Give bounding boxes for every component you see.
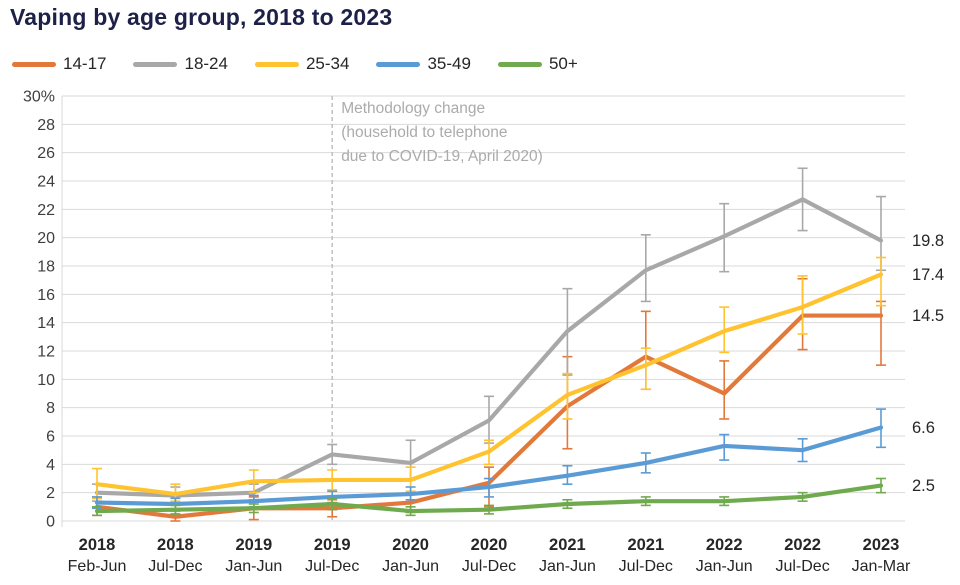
x-tick-period: Jan-Jun — [225, 558, 282, 575]
series-end-label-25-34: 17.4 — [912, 266, 944, 284]
series-50+ — [92, 477, 886, 517]
x-tick-year: 2020 — [471, 536, 508, 554]
error-bar — [876, 256, 886, 307]
y-tick-label: 24 — [37, 174, 55, 191]
annotation-line-2: (household to telephone — [341, 124, 507, 141]
x-tick-year: 2021 — [627, 536, 664, 554]
y-tick-label: 20 — [37, 230, 55, 247]
legend-swatch-18-24 — [133, 61, 178, 67]
legend-label: 50+ — [548, 54, 578, 73]
y-tick-label: 28 — [37, 117, 55, 134]
y-tick-label: 8 — [46, 400, 55, 417]
x-tick-year: 2023 — [863, 536, 900, 554]
y-tick-label: 12 — [37, 344, 55, 361]
x-tick-year: 2022 — [706, 536, 743, 554]
x-tick-year: 2019 — [314, 536, 351, 554]
legend-item-35-49: 35-49 — [376, 54, 471, 74]
y-tick-label: 14 — [37, 315, 55, 332]
x-tick-period: Jan-Jun — [539, 558, 596, 575]
x-tick-year: 2021 — [549, 536, 586, 554]
x-tick-period: Jul-Dec — [775, 558, 829, 575]
legend-swatch-14-17 — [12, 61, 56, 67]
y-tick-label: 0 — [46, 514, 55, 531]
x-tick-period: Jul-Dec — [462, 558, 516, 575]
error-bar — [876, 300, 886, 366]
series-end-label-50+: 2.5 — [912, 477, 935, 495]
x-tick-period: Jan-Jun — [696, 558, 753, 575]
series-line-18-24 — [94, 197, 884, 498]
y-tick-label: 6 — [46, 429, 55, 446]
legend-label: 18-24 — [184, 54, 228, 73]
series-line-25-34 — [94, 272, 884, 497]
legend-label: 35-49 — [427, 54, 471, 73]
x-tick-year: 2019 — [235, 536, 272, 554]
x-tick-period: Jan-Mar — [852, 558, 911, 575]
legend-swatch-35-49 — [376, 61, 421, 67]
y-tick-label: 10 — [37, 372, 55, 389]
x-tick-period: Jul-Dec — [619, 558, 673, 575]
legend-label: 25-34 — [305, 54, 350, 73]
error-bar — [640, 347, 651, 391]
y-tick-label: 4 — [46, 457, 55, 474]
error-bar — [719, 360, 730, 420]
y-tick-label: 22 — [37, 202, 55, 219]
legend-label: 14-17 — [63, 54, 107, 73]
series-line-35-49 — [94, 425, 884, 507]
annotation-line-3: due to COVID-19, April 2020) — [341, 148, 543, 165]
series-end-label-18-24: 19.8 — [912, 232, 944, 250]
legend-item-14-17: 14-17 — [12, 54, 106, 74]
legend-swatch-50+ — [497, 61, 542, 67]
x-tick-period: Jul-Dec — [305, 558, 359, 575]
y-tick-label: 2 — [46, 485, 55, 502]
series-25-34 — [92, 256, 886, 502]
x-tick-period: Jul-Dec — [148, 558, 202, 575]
series-end-label-14-17: 14.5 — [912, 307, 944, 325]
x-tick-year: 2022 — [784, 536, 821, 554]
legend: 14-17 18-24 25-34 35-49 50+ — [12, 54, 578, 74]
y-tick-label: 16 — [37, 287, 55, 304]
legend-swatch-25-34 — [254, 61, 299, 67]
x-tick-year: 2018 — [79, 536, 116, 554]
chart-title: Vaping by age group, 2018 to 2023 — [10, 4, 393, 30]
y-tick-label: 18 — [37, 259, 55, 276]
x-tick-period: Jan-Jun — [382, 558, 439, 575]
series-end-label-35-49: 6.6 — [912, 419, 935, 437]
annotation-line-1: Methodology change — [341, 100, 485, 117]
x-tick-year: 2018 — [157, 536, 194, 554]
x-tick-period: Feb-Jun — [68, 558, 127, 575]
legend-item-25-34: 25-34 — [254, 54, 350, 74]
y-tick-label: 30% — [23, 89, 55, 106]
series-line-50+ — [94, 483, 884, 514]
x-tick-year: 2020 — [392, 536, 429, 554]
y-tick-label: 26 — [37, 145, 55, 162]
legend-item-50+: 50+ — [497, 54, 578, 74]
legend-item-18-24: 18-24 — [133, 54, 228, 74]
